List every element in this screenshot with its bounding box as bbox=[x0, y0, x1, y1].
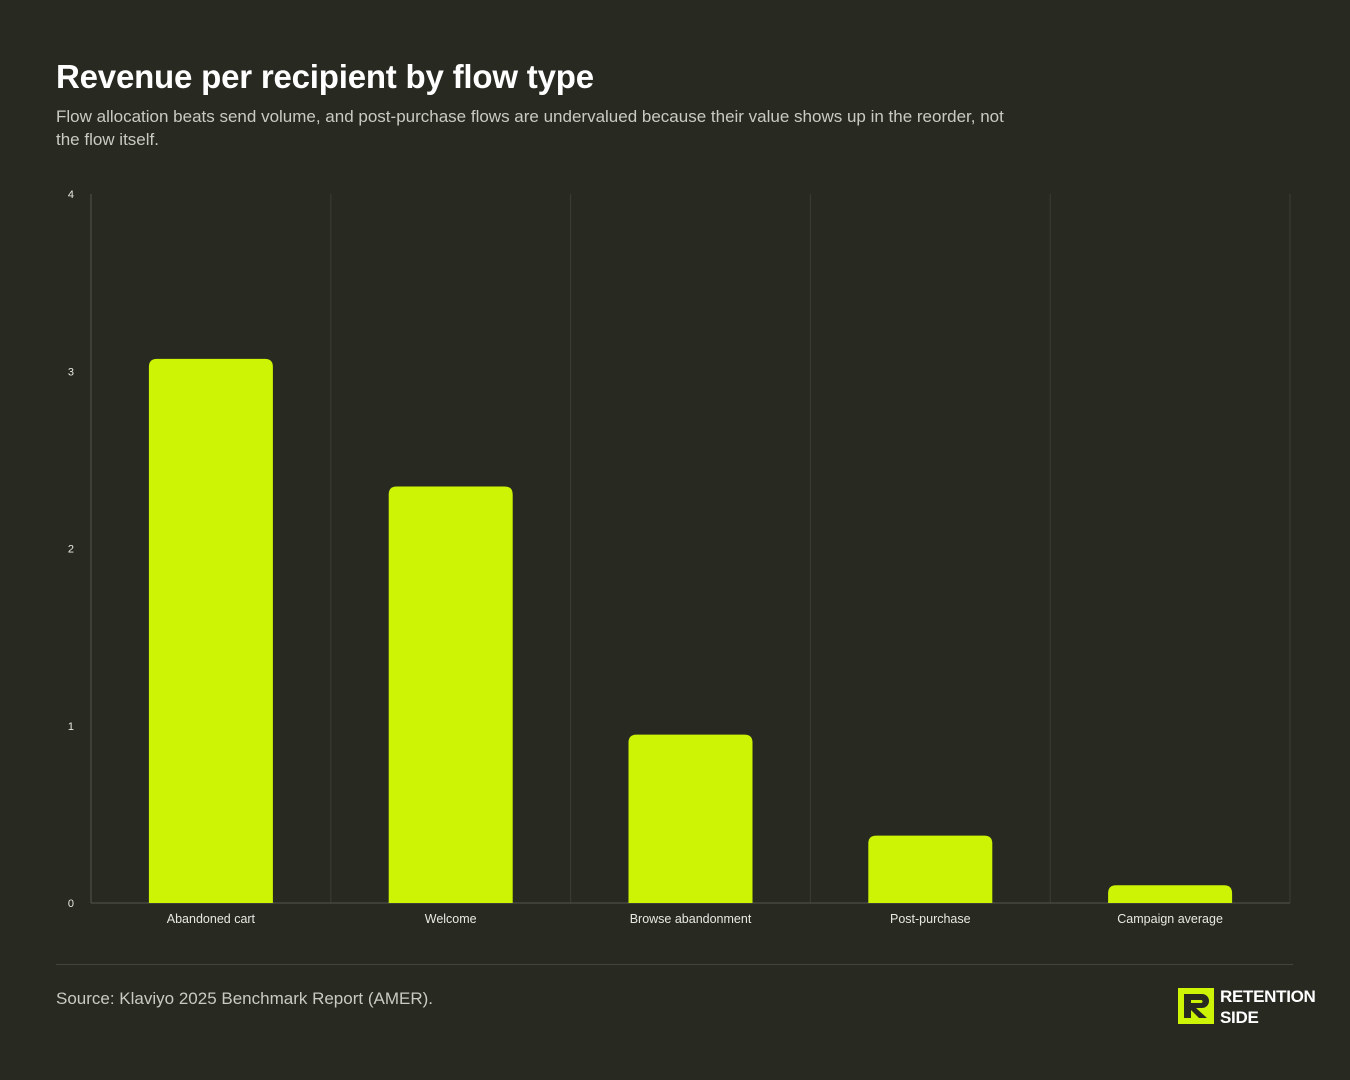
brand-logo: RETENTION SIDE bbox=[1178, 986, 1316, 1027]
bar-chart: 0 1 2 3 4 Abandoned cart Welcome Browse abando… bbox=[68, 189, 1291, 926]
x-tick-label: Welcome bbox=[425, 912, 477, 926]
bar bbox=[1108, 885, 1233, 903]
y-tick-label: 1 bbox=[68, 721, 74, 733]
x-tick-label: Browse abandonment bbox=[630, 912, 752, 926]
retention-side-logo-icon bbox=[1178, 988, 1214, 1024]
bar bbox=[148, 358, 273, 903]
bar bbox=[388, 486, 513, 903]
y-tick-label: 4 bbox=[68, 189, 74, 201]
y-tick-label: 3 bbox=[68, 366, 74, 378]
bar bbox=[628, 734, 753, 903]
chart-subtitle: Flow allocation beats send volume, and p… bbox=[56, 107, 1004, 149]
x-tick-label: Abandoned cart bbox=[167, 912, 256, 926]
x-tick-label: Campaign average bbox=[1117, 912, 1223, 926]
source-note: Source: Klaviyo 2025 Benchmark Report (A… bbox=[56, 989, 433, 1008]
bars bbox=[148, 358, 1233, 903]
logo-wordmark: RETENTION SIDE bbox=[1220, 986, 1316, 1028]
chart-title: Revenue per recipient by flow type bbox=[56, 58, 594, 95]
y-tick-label: 2 bbox=[68, 544, 74, 556]
logo-line-1: RETENTION bbox=[1220, 987, 1316, 1006]
bar bbox=[868, 835, 993, 903]
x-tick-label: Post-purchase bbox=[890, 912, 971, 926]
footer-divider bbox=[56, 964, 1293, 965]
x-axis-ticks: Abandoned cart Welcome Browse abandonment P… bbox=[167, 912, 1223, 926]
y-tick-label: 0 bbox=[68, 898, 74, 910]
logo-line-2: SIDE bbox=[1220, 1008, 1259, 1027]
y-axis-ticks: 0 1 2 3 4 bbox=[68, 189, 74, 910]
